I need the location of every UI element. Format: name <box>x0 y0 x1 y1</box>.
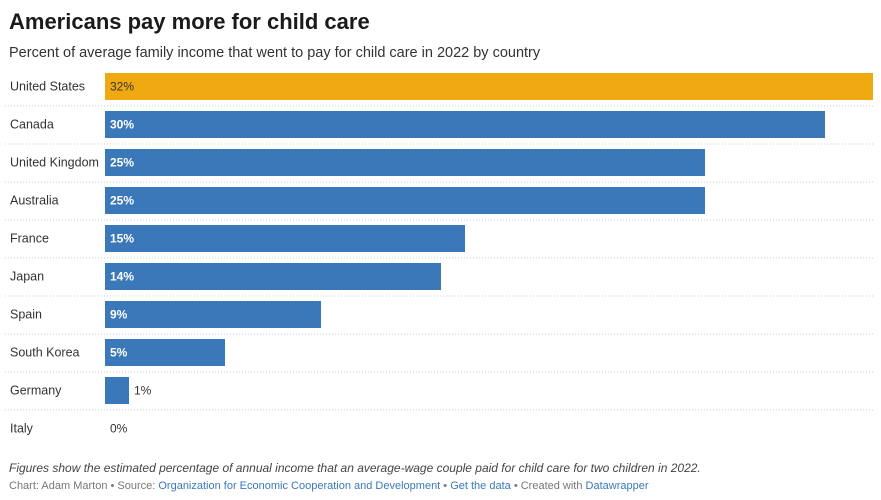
value-label: 0% <box>110 422 128 436</box>
source-link[interactable]: Organization for Economic Cooperation an… <box>158 480 441 492</box>
category-label: Australia <box>10 194 59 208</box>
chart-title: Americans pay more for child care <box>9 9 370 34</box>
category-label: United States <box>10 80 85 94</box>
value-label: 15% <box>110 232 134 246</box>
bar <box>105 187 705 214</box>
footer-separator: • <box>440 480 451 492</box>
value-label: 32% <box>110 80 134 94</box>
category-label: United Kingdom <box>10 156 99 170</box>
bar <box>105 263 441 290</box>
value-label: 25% <box>110 156 134 170</box>
value-label: 25% <box>110 194 134 208</box>
category-label: Spain <box>10 308 42 322</box>
value-label: 5% <box>110 346 128 360</box>
chart-note: Figures show the estimated percentage of… <box>9 461 701 475</box>
value-label: 14% <box>110 270 134 284</box>
bar <box>105 377 129 404</box>
bar <box>105 111 825 138</box>
category-label: South Korea <box>10 346 80 360</box>
bar <box>105 225 465 252</box>
value-label: 30% <box>110 118 134 132</box>
bar-chart: United States 32% Canada 30% United Kingdom 2… <box>5 73 873 436</box>
created-with-text: • Created with <box>510 480 586 492</box>
category-label: Germany <box>10 384 62 398</box>
byline-text: Chart: Adam Marton • Source: <box>9 480 159 492</box>
get-data-link[interactable]: Get the data <box>450 480 511 492</box>
bar <box>105 301 321 328</box>
bar <box>105 73 873 100</box>
value-label: 9% <box>110 308 128 322</box>
bar <box>105 149 705 176</box>
bar <box>105 339 225 366</box>
category-label: Japan <box>10 270 44 284</box>
category-label: Canada <box>10 118 54 132</box>
category-label: Italy <box>10 422 34 436</box>
category-label: France <box>10 232 49 246</box>
value-label: 1% <box>134 384 152 398</box>
datawrapper-link[interactable]: Datawrapper <box>585 480 649 492</box>
chart-footer: Chart: Adam Marton • Source: Organizatio… <box>9 480 649 492</box>
chart-subtitle: Percent of average family income that we… <box>9 45 541 61</box>
